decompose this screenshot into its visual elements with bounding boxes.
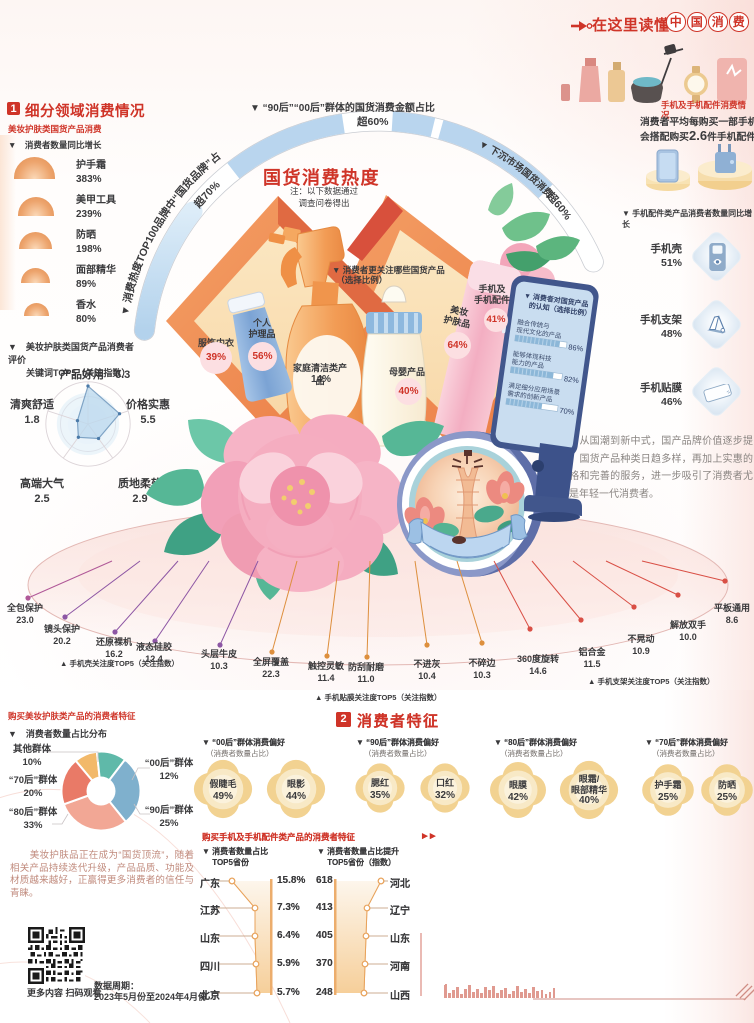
svg-text:86%: 86% (568, 342, 584, 353)
svg-text:82%: 82% (563, 374, 579, 385)
svg-text:70%: 70% (559, 406, 575, 417)
svg-text:▼ 消费热度TOP100品牌中“国货品牌”占比: ▼ 消费热度TOP100品牌中“国货品牌”占比 (0, 0, 223, 317)
